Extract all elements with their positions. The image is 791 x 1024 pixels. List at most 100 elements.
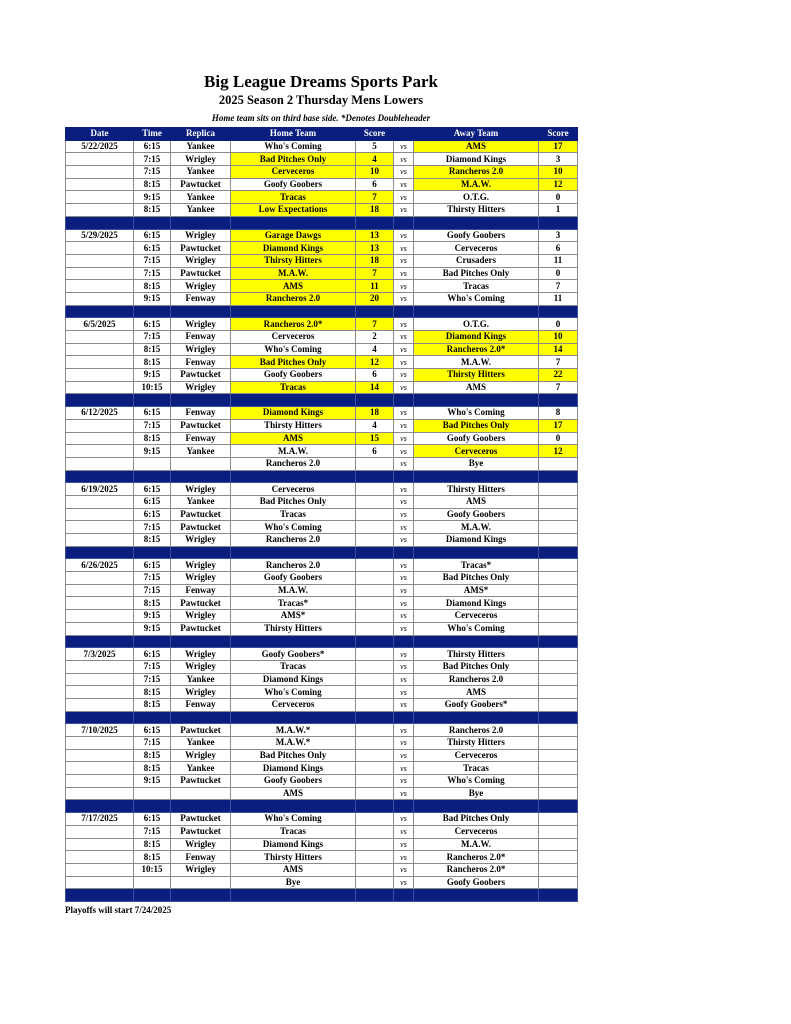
game-field: Wrigley [170, 279, 231, 293]
home-team: Tracas* [230, 596, 356, 611]
game-time: 7:15 [133, 824, 171, 839]
separator-cell [133, 634, 171, 649]
game-time: 7:15 [133, 672, 171, 687]
table-header-row: Date Time Replica Home Team Score Away T… [65, 127, 578, 141]
away-score [538, 697, 578, 712]
home-score [355, 558, 394, 573]
game-time [133, 786, 171, 801]
away-score: 1 [538, 203, 578, 217]
home-score: 2 [355, 330, 394, 344]
vs-label: vs [393, 837, 414, 852]
vs-label: vs [393, 812, 414, 826]
home-score [355, 494, 394, 509]
home-score [355, 647, 394, 661]
away-team: AMS [413, 685, 539, 699]
game-time: 6:15 [133, 647, 171, 661]
vs-label: vs [393, 507, 414, 522]
game-row: 8:15 Wrigley AMS 11 vs Tracas 7 [65, 279, 578, 293]
vs-label: vs [393, 736, 414, 750]
col-header-date: Date [65, 127, 134, 141]
away-team: Goofy Goobers* [413, 697, 539, 712]
game-date [65, 862, 134, 877]
away-score [538, 583, 578, 598]
away-score [538, 850, 578, 864]
away-team: M.A.W. [413, 520, 539, 534]
home-team: Tracas [230, 507, 356, 522]
away-score [538, 774, 578, 788]
home-team: Tracas [230, 659, 356, 674]
vs-label: vs [393, 697, 414, 712]
vs-label: vs [393, 786, 414, 801]
game-date: 6/12/2025 [65, 406, 134, 420]
game-row: 6:15 Yankee Bad Pitches Only vs AMS [65, 494, 578, 509]
game-field: Fenway [170, 406, 231, 420]
vs-label: vs [393, 139, 414, 154]
home-score: 7 [355, 317, 394, 331]
game-row: 8:15 Fenway Bad Pitches Only 12 vs M.A.W. 7 [65, 355, 578, 370]
separator-cell [413, 469, 539, 484]
col-header-home-score: Score [355, 127, 394, 141]
vs-label: vs [393, 266, 414, 281]
home-score [355, 621, 394, 636]
game-row: 7/17/2025 6:15 Pawtucket Who's Coming vs Bad … [65, 812, 578, 826]
home-team: Cerveceros [230, 697, 356, 712]
game-date [65, 253, 134, 268]
away-team: O.T.G. [413, 190, 539, 205]
vs-label: vs [393, 456, 414, 471]
away-team: M.A.W. [413, 355, 539, 370]
separator-cell [538, 215, 578, 230]
away-team: Bad Pitches Only [413, 659, 539, 674]
game-field: Wrigley [170, 837, 231, 852]
game-date [65, 507, 134, 522]
separator-cell [230, 888, 356, 902]
home-team: Diamond Kings [230, 761, 356, 776]
separator-cell [355, 634, 394, 649]
game-date [65, 672, 134, 687]
home-team: Bad Pitches Only [230, 494, 356, 509]
separator-cell [413, 799, 539, 814]
away-team: Bad Pitches Only [413, 812, 539, 826]
vs-label: vs [393, 152, 414, 167]
away-team: AMS* [413, 583, 539, 598]
away-score [538, 659, 578, 674]
game-time: 7:15 [133, 266, 171, 281]
home-score [355, 520, 394, 534]
away-team: Goofy Goobers [413, 228, 539, 243]
game-time: 7:15 [133, 736, 171, 750]
home-team: Garage Dawgs [230, 228, 356, 243]
away-score [538, 672, 578, 687]
game-date [65, 330, 134, 344]
game-field: Yankee [170, 139, 231, 154]
away-team: Thirsty Hitters [413, 368, 539, 382]
separator-cell [393, 710, 414, 725]
game-date [65, 418, 134, 433]
vs-label: vs [393, 431, 414, 446]
away-team: Thirsty Hitters [413, 203, 539, 217]
vs-label: vs [393, 228, 414, 243]
game-time: 10:15 [133, 862, 171, 877]
vs-label: vs [393, 748, 414, 763]
away-team: AMS [413, 494, 539, 509]
game-date [65, 736, 134, 750]
game-row: 7:15 Wrigley Thirsty Hitters 18 vs Crusaders 1… [65, 253, 578, 268]
away-team: M.A.W. [413, 177, 539, 192]
separator-cell [133, 545, 171, 560]
away-team: Thirsty Hitters [413, 482, 539, 496]
home-team: Goofy Goobers* [230, 647, 356, 661]
game-field [170, 786, 231, 801]
home-team: Thirsty Hitters [230, 418, 356, 433]
separator-cell [413, 888, 539, 902]
away-team: Bye [413, 786, 539, 801]
separator-cell [538, 469, 578, 484]
separator-cell [65, 393, 134, 408]
game-field: Fenway [170, 355, 231, 370]
home-score: 18 [355, 406, 394, 420]
game-row: 9:15 Wrigley AMS* vs Cerveceros [65, 609, 578, 623]
game-time: 6:15 [133, 241, 171, 255]
separator-cell [170, 799, 231, 814]
vs-label: vs [393, 583, 414, 598]
game-field: Pawtucket [170, 368, 231, 382]
separator-cell [230, 304, 356, 319]
home-score [355, 748, 394, 763]
separator-cell [170, 888, 231, 902]
